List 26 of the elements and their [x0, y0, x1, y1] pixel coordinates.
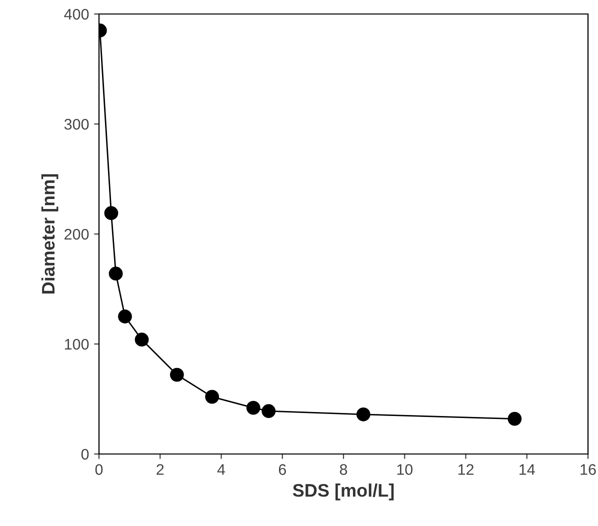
x-tick-label: 6 [278, 464, 286, 475]
point [205, 390, 220, 404]
point [118, 310, 132, 324]
y-tick-label: 300 [64, 118, 89, 130]
point [134, 332, 149, 347]
y-tick-label: 200 [64, 228, 89, 240]
point [508, 412, 522, 426]
x-tick-label: 10 [397, 464, 413, 475]
x-tick-label: 14 [520, 464, 535, 475]
x-axis-title: SDS [mol/L] [292, 484, 394, 500]
point [246, 400, 260, 415]
x-tick-label: 16 [580, 464, 596, 475]
y-axis-title: Diameter [nm] [41, 174, 58, 294]
x-tick-label: 12 [458, 464, 474, 475]
point [104, 206, 118, 220]
point [356, 407, 370, 422]
x-tick-label: 2 [156, 464, 164, 475]
point [108, 266, 123, 281]
y-tick-label: 100 [64, 338, 89, 350]
point [262, 404, 276, 418]
x-tick-label: 0 [95, 464, 103, 475]
y-tick-label: 0 [81, 448, 89, 460]
x-tick-label: 8 [340, 464, 348, 475]
y-tick-label: 400 [64, 8, 89, 20]
point [170, 368, 184, 382]
x-tick-label: 4 [217, 464, 226, 475]
